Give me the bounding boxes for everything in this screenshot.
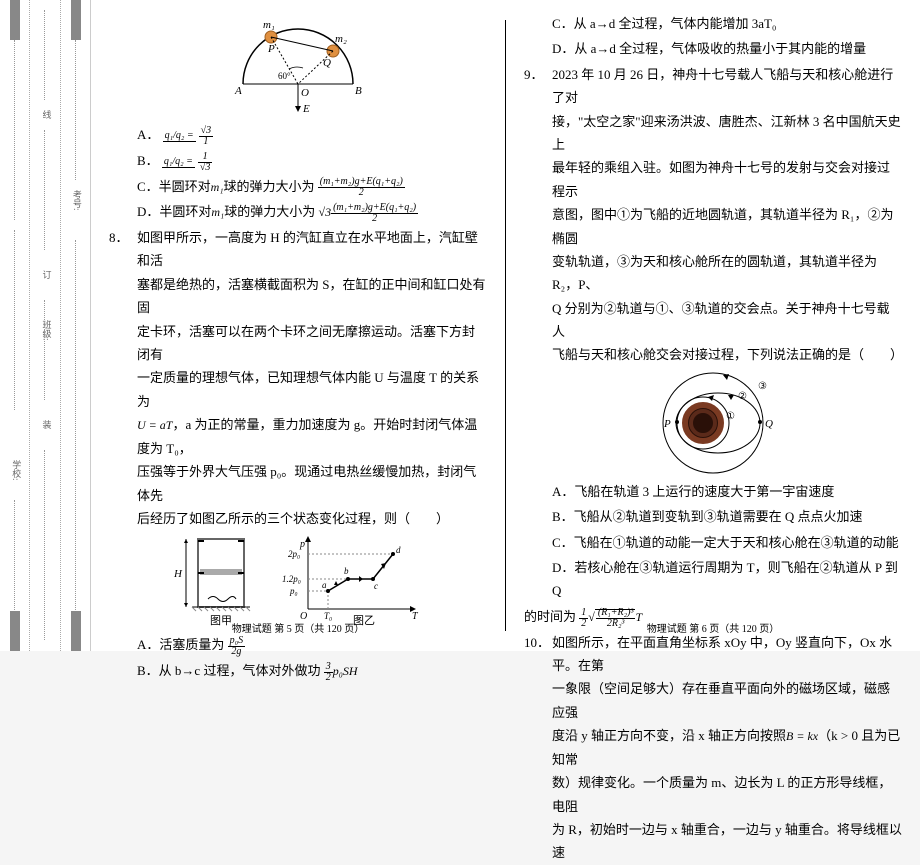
- opt-c-prefix: C．半圆环对: [137, 179, 211, 194]
- opt-a-prefix: A．: [137, 127, 159, 142]
- svg-text:m₁: m₁: [263, 19, 275, 31]
- q9-number: 9．: [524, 63, 552, 367]
- q8-option-d: D．从 a→d 全过程，气体吸收的热量小于其内能的增量: [524, 37, 902, 60]
- svg-text:E: E: [302, 103, 310, 115]
- svg-text:①: ①: [726, 411, 735, 422]
- svg-text:60°: 60°: [278, 71, 291, 81]
- svg-text:Q: Q: [323, 57, 331, 69]
- q9-line7: 飞船与天和核心舱交会对接过程，下列说法正确的是（ ）: [552, 343, 902, 366]
- svg-text:b: b: [344, 566, 349, 576]
- q8-line7: 后经历了如图乙所示的三个状态变化过程，则（ ）: [137, 507, 487, 530]
- exam-page: 学校: 装 订 班级: 线 考号:: [0, 0, 920, 651]
- svg-text:O: O: [301, 87, 309, 99]
- svg-text:T₀: T₀: [324, 611, 332, 621]
- q8-number: 8．: [109, 226, 137, 530]
- binding-margin: 学校: 装 订 班级: 线 考号:: [0, 0, 91, 651]
- q8-option-c: C．从 a→d 全过程，气体内能增加 3aT₀: [524, 12, 902, 35]
- q7-option-d: D．半圆环对m₁球的弹力大小为 √3(m₁+m₂)g+E(q₁+q₂)2: [109, 200, 487, 224]
- svg-text:②: ②: [738, 391, 747, 402]
- question-10: 10． 如图所示，在平面直角坐标系 xOy 中，Oy 竖直向下，Ox 水平。在第…: [524, 631, 902, 865]
- q10-line5: 为 R，初始时一边与 x 轴重合，一边与 y 轴重合。将导线框以速: [552, 818, 902, 865]
- q9-option-d-1: D．若核心舱在③轨道运行周期为 T，则飞船在②轨道从 P 到 Q: [524, 556, 902, 603]
- q8-line6: 压强等于外界大气压强 p₀。现通过电热丝缓慢加热，封闭气体先: [137, 460, 487, 507]
- q9-option-c: C．飞船在①轨道的动能一定大于天和核心舱在③轨道的动能: [524, 531, 902, 554]
- svg-text:Q: Q: [765, 418, 773, 430]
- q10-line2: 一象限（空间足够大）存在垂直平面向外的磁场区域，磁感应强: [552, 677, 902, 724]
- q8-line2: 塞都是绝热的，活塞横截面积为 S，在缸的正中间和缸口处有固: [137, 273, 487, 320]
- q10-number: 10．: [524, 631, 552, 865]
- q7-option-a: A． q₁/q₂ = √31: [109, 123, 487, 147]
- q9-line4: 意图，图中①为飞船的近地圆轨道，其轨道半径为 R₁，②为椭圆: [552, 203, 902, 250]
- svg-text:B: B: [355, 85, 362, 97]
- q8-line3: 定卡环，活塞可以在两个卡环之间无摩擦运动。活塞下方封闭有: [137, 320, 487, 367]
- q9-line3: 最年轻的乘组入驻。如图为神舟十七号的发射与交会对接过程示: [552, 156, 902, 203]
- q9-line5: 变轨轨道，③为天和核心舱所在的圆轨道，其轨道半径为 R₂，P、: [552, 250, 902, 297]
- binding-bar-bottom-3: [71, 611, 81, 651]
- svg-text:H: H: [173, 568, 183, 580]
- binding-bar-top-3: [71, 0, 81, 40]
- right-column: C．从 a→d 全过程，气体内能增加 3aT₀ D．从 a→d 全过程，气体吸收…: [506, 10, 920, 641]
- binding-col-3: 考号:: [61, 0, 90, 651]
- figure-orbits: P Q ① ② ③: [524, 371, 902, 476]
- binding-bar-top: [10, 0, 20, 40]
- content-area: m₁ m₂ P Q A B O E 60° A． q₁/q₂ = √31: [91, 0, 920, 651]
- q7-option-c: C．半圆环对m₁球的弹力大小为 (m₁+m₂)g+E(q₁+q₂)2: [109, 175, 487, 199]
- q9-line2: 接，"太空之家"迎来汤洪波、唐胜杰、江新林 3 名中国航天史上: [552, 110, 902, 157]
- binding-col-1: 学校:: [0, 0, 30, 651]
- q8-line4: 一定质量的理想气体，已知理想气体内能 U 与温度 T 的关系为: [137, 366, 487, 413]
- q9-option-b: B．飞船从②轨道到变轨到③轨道需要在 Q 点点火加速: [524, 505, 902, 528]
- svg-text:P: P: [267, 43, 275, 55]
- q10-line3: 度沿 y 轴正方向不变，沿 x 轴正方向按照B = kx（k > 0 且为已知常: [552, 724, 902, 771]
- binding-bar-bottom: [10, 611, 20, 651]
- question-9: 9． 2023 年 10 月 26 日，神舟十七号载人飞船与天和核心舱进行了对 …: [524, 63, 902, 367]
- q8-option-b: B．从 b→c 过程，气体对外做功 32p₀SH: [109, 659, 487, 683]
- binding-label-zhuang: 装: [38, 420, 54, 429]
- footer-left: 物理试题 第 5 页（共 120 页）: [91, 621, 505, 639]
- q9-line1: 2023 年 10 月 26 日，神舟十七号载人飞船与天和核心舱进行了对: [552, 63, 902, 110]
- q9-line6: Q 分别为②轨道与①、③轨道的交会点。关于神舟十七号载人: [552, 297, 902, 344]
- q8-line5: U = aT，a 为正的常量，重力加速度为 g。开始时封闭气体温度为 T₀，: [137, 413, 487, 460]
- binding-label-xian: 线: [38, 110, 54, 119]
- svg-text:1.2p₀: 1.2p₀: [282, 574, 301, 584]
- svg-text:2p₀: 2p₀: [288, 549, 300, 559]
- svg-text:p₀: p₀: [289, 586, 298, 596]
- q10-line4: 数）规律变化。一个质量为 m、边长为 L 的正方形导线框，电阻: [552, 771, 902, 818]
- svg-text:a: a: [322, 580, 327, 590]
- binding-col-2: 装 订 班级: 线: [30, 0, 60, 651]
- opt-b-prefix: B．: [137, 153, 159, 168]
- footer-right: 物理试题 第 6 页（共 120 页）: [506, 621, 920, 639]
- binding-label-ding: 订: [38, 270, 54, 279]
- left-column: m₁ m₂ P Q A B O E 60° A． q₁/q₂ = √31: [91, 10, 505, 641]
- svg-text:d: d: [396, 545, 401, 555]
- svg-text:c: c: [374, 581, 378, 591]
- opt-d-prefix: D．半圆环对: [137, 204, 211, 219]
- figure-semicircle: m₁ m₂ P Q A B O E 60°: [109, 14, 487, 119]
- svg-text:m₂: m₂: [335, 33, 347, 45]
- svg-text:P: P: [663, 418, 671, 430]
- figure-cylinder-graph: H 图甲 p T O: [109, 534, 487, 629]
- binding-label-class: 班级:: [38, 320, 54, 341]
- question-8: 8． 如图甲所示，一高度为 H 的汽缸直立在水平地面上，汽缸壁和活 塞都是绝热的…: [109, 226, 487, 530]
- svg-text:A: A: [234, 85, 242, 97]
- binding-label-exam: 考号:: [69, 190, 85, 211]
- q7-option-b: B． q₁/q₂ = 1√3: [109, 149, 487, 173]
- svg-text:③: ③: [758, 381, 767, 392]
- binding-label-school: 学校:: [8, 460, 24, 481]
- q9-option-a: A．飞船在轨道 3 上运行的速度大于第一宇宙速度: [524, 480, 902, 503]
- q8-line1: 如图甲所示，一高度为 H 的汽缸直立在水平地面上，汽缸壁和活: [137, 226, 487, 273]
